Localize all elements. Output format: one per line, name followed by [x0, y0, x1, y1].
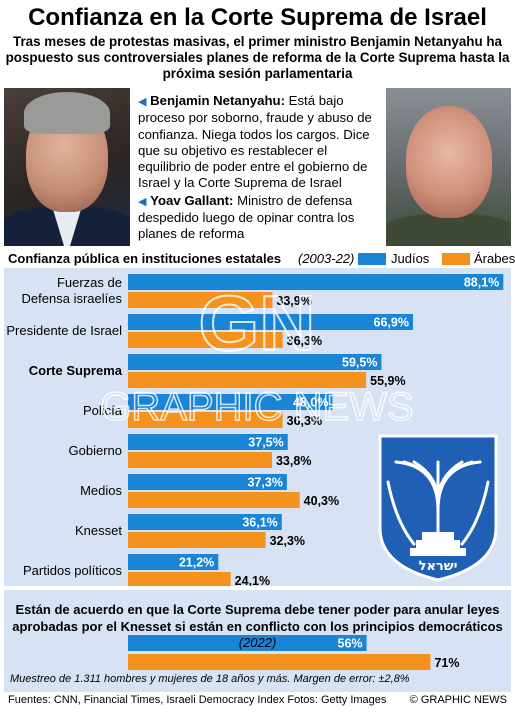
agreement-panel: 56% 71%	[4, 590, 511, 692]
agreement-bar-chart: 56% 71%	[128, 635, 459, 670]
value-label-arabes: 36,3%	[287, 334, 322, 348]
bar-judios	[128, 474, 287, 490]
value-label-judios: 48,0%	[293, 396, 328, 410]
sources-credit: Fuentes: CNN, Financial Times, Israeli D…	[8, 694, 387, 706]
chart-years: (2003-22)	[298, 251, 355, 266]
value-label-arabes: 32,3%	[270, 534, 305, 548]
bio-name: Yoav Gallant:	[150, 192, 234, 208]
value-label-judios: 37,3%	[247, 476, 282, 490]
bar-arabes	[128, 492, 300, 508]
category-label: Policía	[83, 403, 123, 418]
chart-header: Confianza pública en instituciones estat…	[8, 251, 515, 269]
value-label-arabes: 33,8%	[276, 454, 311, 468]
bar-judios	[128, 514, 282, 530]
bar-arabes	[128, 532, 266, 548]
value-label-arabes: 36,3%	[287, 414, 322, 428]
bar-judios	[128, 434, 288, 450]
legend-label-judios: Judíos	[391, 251, 430, 266]
value-label-judios: 36,1%	[242, 516, 277, 530]
page-subtitle: Tras meses de protestas masivas, el prim…	[5, 34, 510, 81]
agreement-bar-arabes	[128, 654, 431, 670]
bar-arabes	[128, 452, 272, 468]
bar-arabes	[128, 412, 283, 428]
triangle-marker-icon: ◀	[138, 96, 147, 108]
brand-credit: © GRAPHIC NEWS	[409, 694, 507, 706]
gallant-photo	[386, 88, 511, 246]
bio-block: ◀ Benjamin Netanyahu: Está bajo proceso …	[138, 93, 382, 243]
bio-netanyahu: ◀ Benjamin Netanyahu: Está bajo proceso …	[138, 93, 382, 192]
agreement-bar-judios	[128, 635, 367, 651]
israel-emblem-icon: ישראל	[378, 434, 498, 582]
agreement-question: Están de acuerdo en que la Corte Suprema…	[8, 602, 507, 652]
value-label-judios: 59,5%	[342, 356, 377, 370]
bio-text: Ministro de defensa despedido luego de o…	[138, 192, 355, 242]
legend-label-arabes: Árabes	[474, 251, 515, 266]
category-label: Presidente de Israel	[6, 323, 122, 338]
category-label: Gobierno	[69, 443, 122, 458]
bar-arabes	[128, 292, 273, 308]
category-label: Knesset	[75, 523, 122, 538]
bar-judios	[128, 554, 219, 570]
value-label-arabes: 33,9%	[276, 294, 311, 308]
value-label-arabes: 40,3%	[304, 494, 339, 508]
bar-judios	[128, 314, 413, 330]
legend-swatch-judios	[358, 253, 386, 265]
agreement-year: (2022)	[238, 635, 277, 650]
value-label-judios: 37,5%	[248, 436, 283, 450]
bar-arabes	[128, 572, 231, 586]
category-label: Medios	[80, 483, 122, 498]
chart-title: Confianza pública en instituciones estat…	[8, 251, 282, 266]
netanyahu-photo	[4, 88, 130, 246]
agreement-value-judios: 56%	[338, 637, 363, 651]
category-label: Fuerzas de	[57, 275, 122, 290]
legend-swatch-arabes	[442, 253, 470, 265]
chart-panel: Fuerzas de Defensa israelíes 88,1% 33,9% Pre…	[4, 268, 511, 586]
value-label-arabes: 24,1%	[235, 574, 270, 586]
bar-judios	[128, 274, 504, 290]
agreement-question-text: Están de acuerdo en que la Corte Suprema…	[12, 602, 503, 634]
category-label: Partidos políticos	[23, 563, 122, 578]
bio-text: Está bajo proceso por soborno, fraude y …	[138, 93, 372, 191]
bar-arabes	[128, 332, 283, 348]
value-label-arabes: 55,9%	[370, 374, 405, 388]
sample-footnote: Muestreo de 1.311 hombres y mujeres de 1…	[10, 673, 410, 685]
page-title: Confianza en la Corte Suprema de Israel	[28, 4, 487, 31]
bio-name: Benjamin Netanyahu:	[150, 93, 285, 108]
value-label-judios: 88,1%	[464, 276, 499, 290]
value-label-judios: 21,2%	[179, 556, 214, 570]
bar-arabes	[128, 372, 367, 388]
triangle-marker-icon: ◀	[138, 195, 147, 208]
bio-gallant: ◀ Yoav Gallant: Ministro de defensa desp…	[138, 193, 382, 243]
bar-judios	[128, 394, 333, 410]
category-label: Corte Suprema	[29, 363, 123, 378]
bar-judios	[128, 354, 382, 370]
value-label-judios: 66,9%	[374, 316, 409, 330]
emblem-text: ישראל	[419, 559, 458, 574]
agreement-value-arabes: 71%	[434, 656, 459, 670]
category-label: Defensa israelíes	[22, 291, 123, 306]
